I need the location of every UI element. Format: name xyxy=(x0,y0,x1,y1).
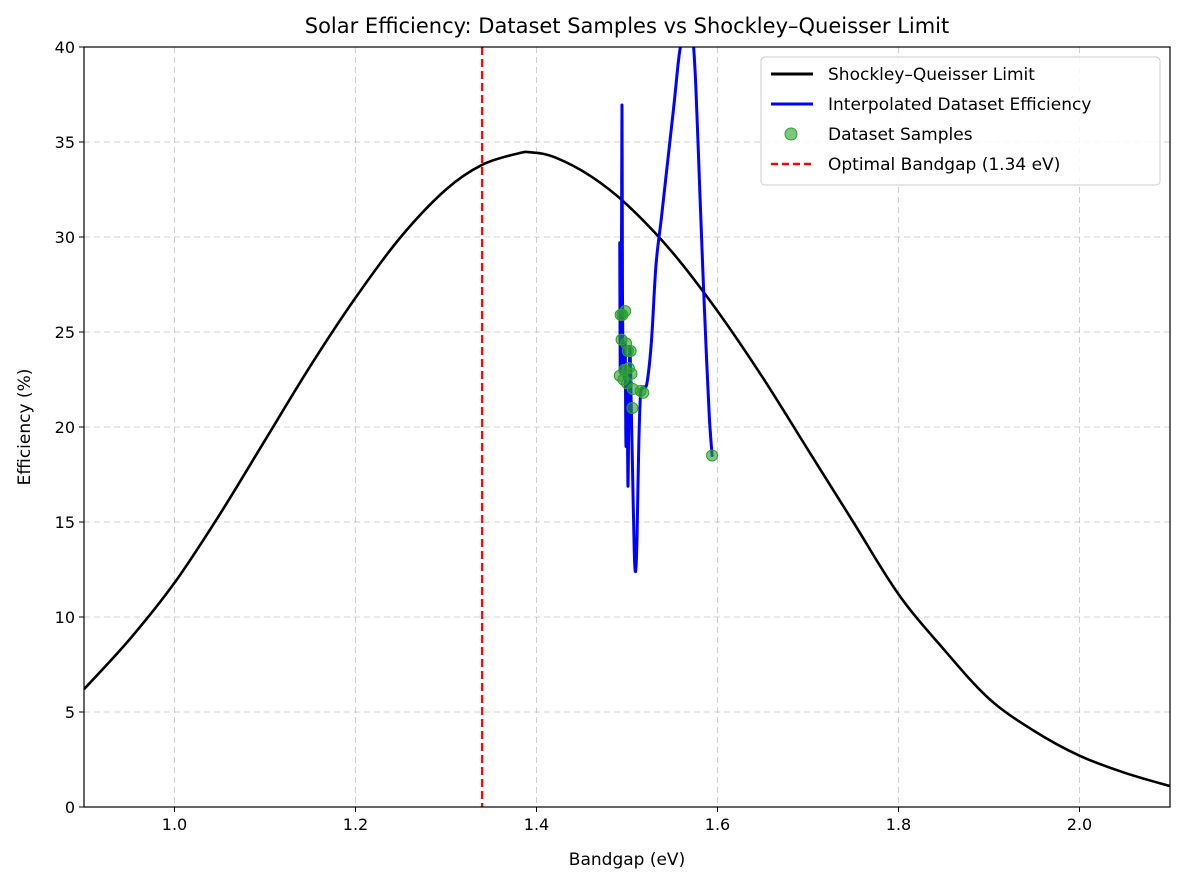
plot-area xyxy=(84,47,1170,807)
x-tick-label: 1.4 xyxy=(524,815,549,834)
x-tick-label: 2.0 xyxy=(1067,815,1092,834)
x-tick-label: 1.8 xyxy=(886,815,911,834)
sample-point xyxy=(624,345,637,357)
series-line-sq-limit xyxy=(84,150,1170,788)
sample-point xyxy=(637,386,650,399)
y-tick-label: 30 xyxy=(55,228,75,247)
y-axis-label: Efficiency (%) xyxy=(15,369,35,486)
legend-box xyxy=(760,56,1161,186)
y-tick-label: 0 xyxy=(65,798,75,817)
x-axis-label: Bandgap (eV) xyxy=(569,850,685,870)
sample-point xyxy=(626,402,639,414)
axis-ticks: 1.0 1.2 1.4 1.6 1.8 2.0 0 5 10 15 20 25 30 35 40 xyxy=(55,38,1093,834)
y-tick-label: 10 xyxy=(55,608,75,627)
legend-swatch-samples xyxy=(784,127,798,141)
y-tick-label: 15 xyxy=(55,513,75,532)
legend-label-sq-limit: Shockley–Queisser Limit xyxy=(828,65,1035,85)
sample-point xyxy=(619,305,632,318)
y-tick-label: 5 xyxy=(65,703,75,722)
grid xyxy=(84,46,1170,808)
series-line-interpolated xyxy=(618,47,714,574)
y-tick-label: 40 xyxy=(55,38,75,57)
sample-point xyxy=(706,449,719,462)
sample-point xyxy=(625,367,638,380)
y-tick-label: 25 xyxy=(55,323,75,342)
x-tick-label: 1.2 xyxy=(343,815,368,834)
x-tick-label: 1.6 xyxy=(705,815,730,834)
x-tick-label: 1.0 xyxy=(162,815,187,834)
legend-label-interpolated: Interpolated Dataset Efficiency xyxy=(828,95,1091,115)
legend-label-samples: Dataset Samples xyxy=(828,125,973,145)
chart-title: Solar Efficiency: Dataset Samples vs Sho… xyxy=(305,14,950,38)
y-tick-label: 20 xyxy=(55,418,75,437)
legend-label-optimal: Optimal Bandgap (1.34 eV) xyxy=(828,155,1060,175)
y-tick-label: 35 xyxy=(55,133,75,152)
legend: Shockley–Queisser Limit Interpolated Dat… xyxy=(760,56,1161,186)
